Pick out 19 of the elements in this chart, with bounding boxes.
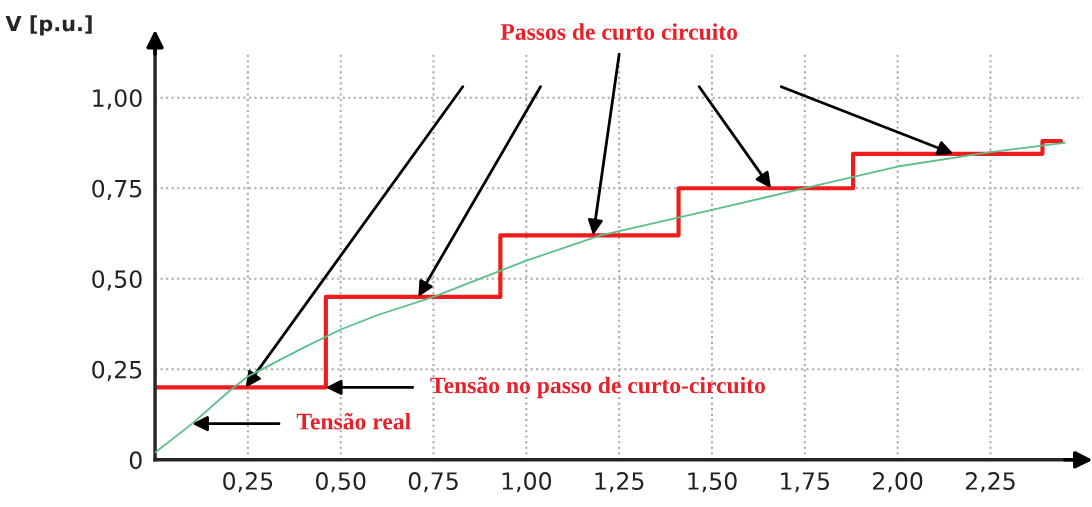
y-tick-label: 1,00 (93, 89, 142, 110)
y-tick-label: 0,75 (92, 179, 142, 200)
x-tick-label: 2,00 (873, 472, 923, 493)
x-tick-label: 1,00 (502, 472, 552, 493)
x-tick-label: 2,25 (965, 472, 1015, 493)
y-axis-title: V [p.u.] (5, 15, 92, 36)
annotation: Tensão real (296, 412, 411, 430)
y-tick-label: 0,25 (92, 360, 142, 382)
line-series (155, 142, 1066, 454)
y-tick-label: 0,50 (92, 270, 142, 291)
x-tick-label: 1,75 (781, 472, 830, 493)
y-tick-label: 0 (129, 451, 142, 470)
x-tick-label: 0,75 (408, 472, 458, 493)
x-tick-label: 0,25 (223, 472, 273, 493)
annotation: Tensão no passo de curto-circuito (430, 376, 765, 399)
x-tick-label: 1,25 (595, 472, 644, 493)
x-tick-label: 1,50 (688, 472, 737, 493)
annotation: Passos de curto circuito (500, 23, 738, 40)
x-tick-label: 0,50 (315, 472, 366, 493)
